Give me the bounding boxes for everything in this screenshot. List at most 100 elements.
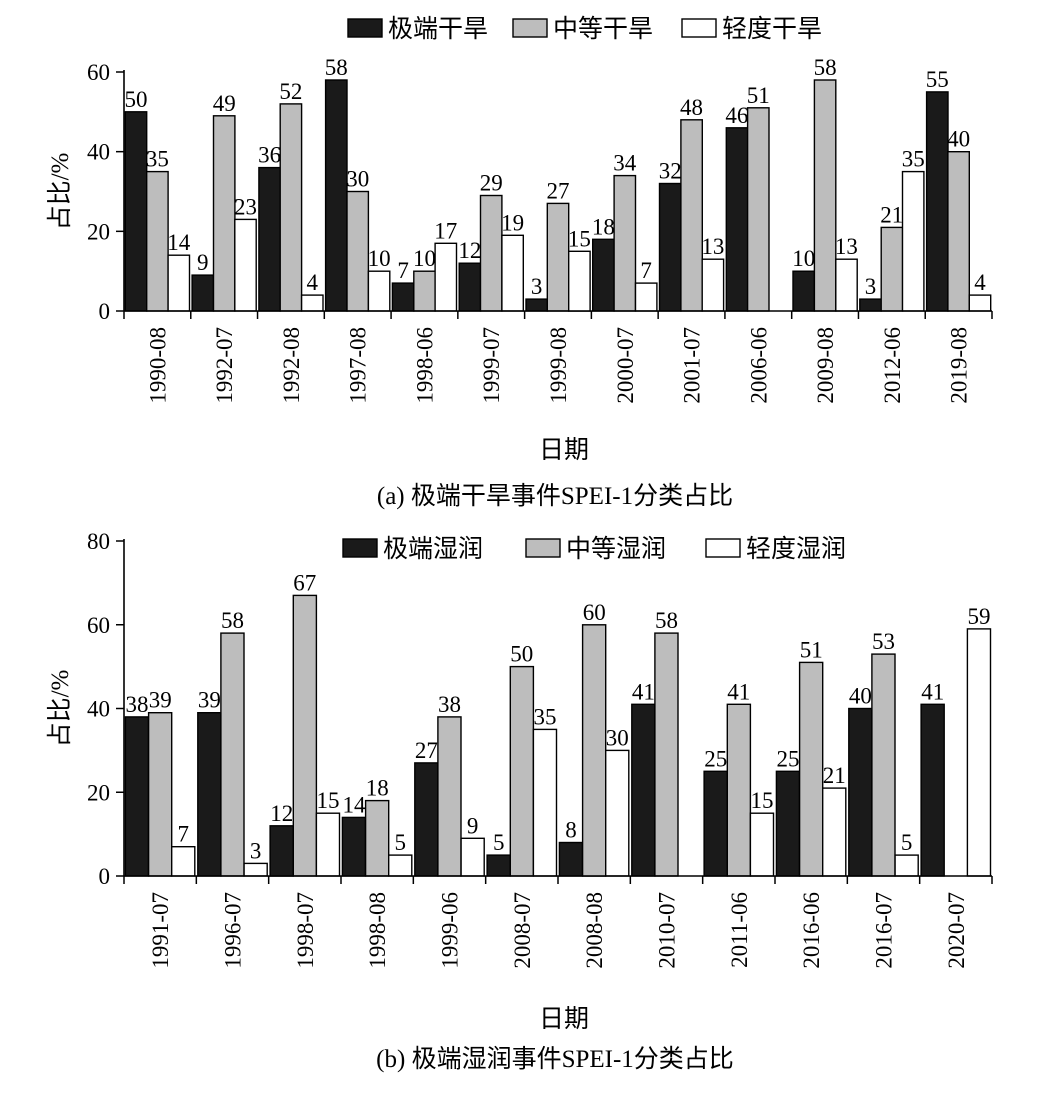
data-label: 32 [659, 159, 682, 184]
bar-极端干旱-2012-06 [859, 298, 882, 312]
data-label: 21 [880, 202, 903, 227]
data-label: 9 [197, 250, 209, 275]
legend: 极端干旱 中等干旱 轻度干旱 [347, 15, 822, 43]
bar-极端湿润-1998-08 [341, 816, 367, 877]
bar-极端湿润-2016-07 [848, 707, 873, 877]
x-tick-label: 1990-08 [145, 327, 170, 404]
bar-极端湿润-1991-07 [124, 716, 150, 877]
data-label: 40 [947, 127, 970, 152]
x-tick-label: 2001-07 [680, 327, 705, 404]
bar-中等干旱-1998-06 [413, 270, 436, 312]
bar-轻度湿润-1996-07 [243, 862, 268, 877]
bar-轻度干旱-2012-06 [901, 170, 925, 312]
bar-极端干旱-1997-08 [324, 79, 348, 312]
data-label: 10 [368, 246, 391, 271]
bar-轻度湿润-1998-07 [315, 812, 341, 877]
data-label: 38 [126, 692, 149, 717]
bar-中等干旱-1999-07 [479, 194, 503, 312]
bar-中等湿润-1999-06 [437, 716, 462, 877]
data-label: 58 [655, 608, 678, 633]
data-label: 19 [501, 210, 524, 235]
data-label: 53 [872, 629, 895, 654]
data-label: 40 [849, 684, 872, 709]
data-label: 67 [293, 570, 316, 595]
bar-中等干旱-1999-08 [546, 202, 570, 312]
bar-中等干旱-2012-06 [880, 226, 904, 312]
data-label: 10 [413, 246, 436, 271]
bar-中等湿润-2010-07 [654, 632, 679, 877]
data-label: 3 [865, 274, 877, 299]
data-label: 14 [167, 230, 191, 255]
bar-轻度湿润-2016-06 [822, 787, 847, 877]
x-tick-label: 1999-06 [438, 892, 463, 969]
data-label: 29 [480, 171, 503, 196]
x-tick-label: 2019-08 [947, 327, 972, 404]
bar-极端湿润-2010-07 [631, 703, 656, 877]
bar-极端干旱-2009-08 [792, 270, 816, 312]
x-tick-label: 2006-06 [746, 327, 771, 404]
data-label: 12 [270, 801, 293, 826]
legend-label: 极端干旱 [388, 15, 488, 43]
x-tick-label: 2008-07 [510, 892, 535, 969]
data-label: 46 [725, 103, 748, 128]
data-label: 12 [458, 238, 481, 263]
bar-中等湿润-2008-08 [581, 624, 607, 877]
bar-极端干旱-1992-08 [258, 166, 281, 312]
data-label: 38 [438, 692, 461, 717]
bar-中等干旱-2009-08 [813, 79, 837, 312]
data-label: 51 [747, 83, 770, 108]
data-label: 17 [434, 218, 457, 243]
data-label: 14 [343, 792, 367, 817]
data-label: 7 [397, 258, 409, 283]
bar-极端湿润-2016-06 [775, 770, 801, 877]
data-label: 15 [568, 226, 591, 251]
data-label: 4 [974, 270, 986, 295]
x-tick-label: 1999-07 [479, 327, 504, 404]
bar-极端湿润-1999-06 [414, 762, 439, 877]
y-tick-label: 40 [87, 697, 110, 722]
data-label: 36 [258, 143, 281, 168]
data-label: 58 [814, 55, 837, 80]
bar-中等湿润-1991-07 [147, 712, 173, 877]
bar-轻度湿润-2016-07 [894, 854, 919, 877]
bar-中等干旱-2000-07 [613, 174, 637, 312]
data-label: 34 [613, 151, 637, 176]
y-tick-label: 60 [87, 613, 110, 638]
data-label: 58 [325, 55, 348, 80]
bar-极端湿润-2008-08 [558, 841, 584, 877]
y-tick-label: 80 [87, 529, 110, 554]
bar-极端干旱-2019-08 [925, 91, 949, 312]
bar-中等湿润-2016-06 [798, 661, 824, 877]
bar-轻度湿润-1999-06 [460, 837, 485, 877]
data-label: 25 [777, 746, 800, 771]
bar-轻度干旱-2000-07 [634, 282, 658, 312]
x-tick-label: 1996-07 [221, 892, 246, 969]
data-label: 41 [921, 679, 944, 704]
data-label: 35 [534, 704, 557, 729]
data-label: 51 [800, 637, 823, 662]
bar-轻度干旱-2009-08 [835, 258, 858, 312]
legend-swatch-中等干旱 [512, 18, 548, 38]
bar-极端干旱-2006-06 [725, 127, 749, 312]
data-label: 50 [510, 642, 533, 667]
x-axis-title: 日期 [539, 1006, 589, 1033]
bar-中等湿润-1996-07 [220, 632, 245, 877]
x-tick-label: 2016-06 [799, 892, 824, 969]
x-tick-label: 2012-06 [880, 327, 905, 404]
data-label: 27 [415, 738, 438, 763]
y-tick-label: 0 [99, 299, 111, 324]
data-label: 25 [704, 746, 727, 771]
bar-中等干旱-2001-07 [680, 119, 704, 312]
bar-中等湿润-2016-07 [871, 653, 896, 877]
data-label: 21 [823, 763, 846, 788]
bar-极端干旱-2001-07 [658, 182, 682, 312]
x-tick-label: 2000-07 [613, 327, 638, 404]
bar-极端湿润-2011-06 [703, 770, 728, 877]
x-tick-label: 2016-07 [872, 892, 897, 969]
bar-轻度干旱-2001-07 [701, 258, 725, 312]
y-tick-label: 20 [87, 780, 110, 805]
x-axis-title: 日期 [539, 437, 589, 464]
x-tick-label: 1992-07 [212, 327, 237, 404]
x-tick-label: 2020-07 [944, 892, 969, 969]
data-label: 41 [632, 679, 655, 704]
